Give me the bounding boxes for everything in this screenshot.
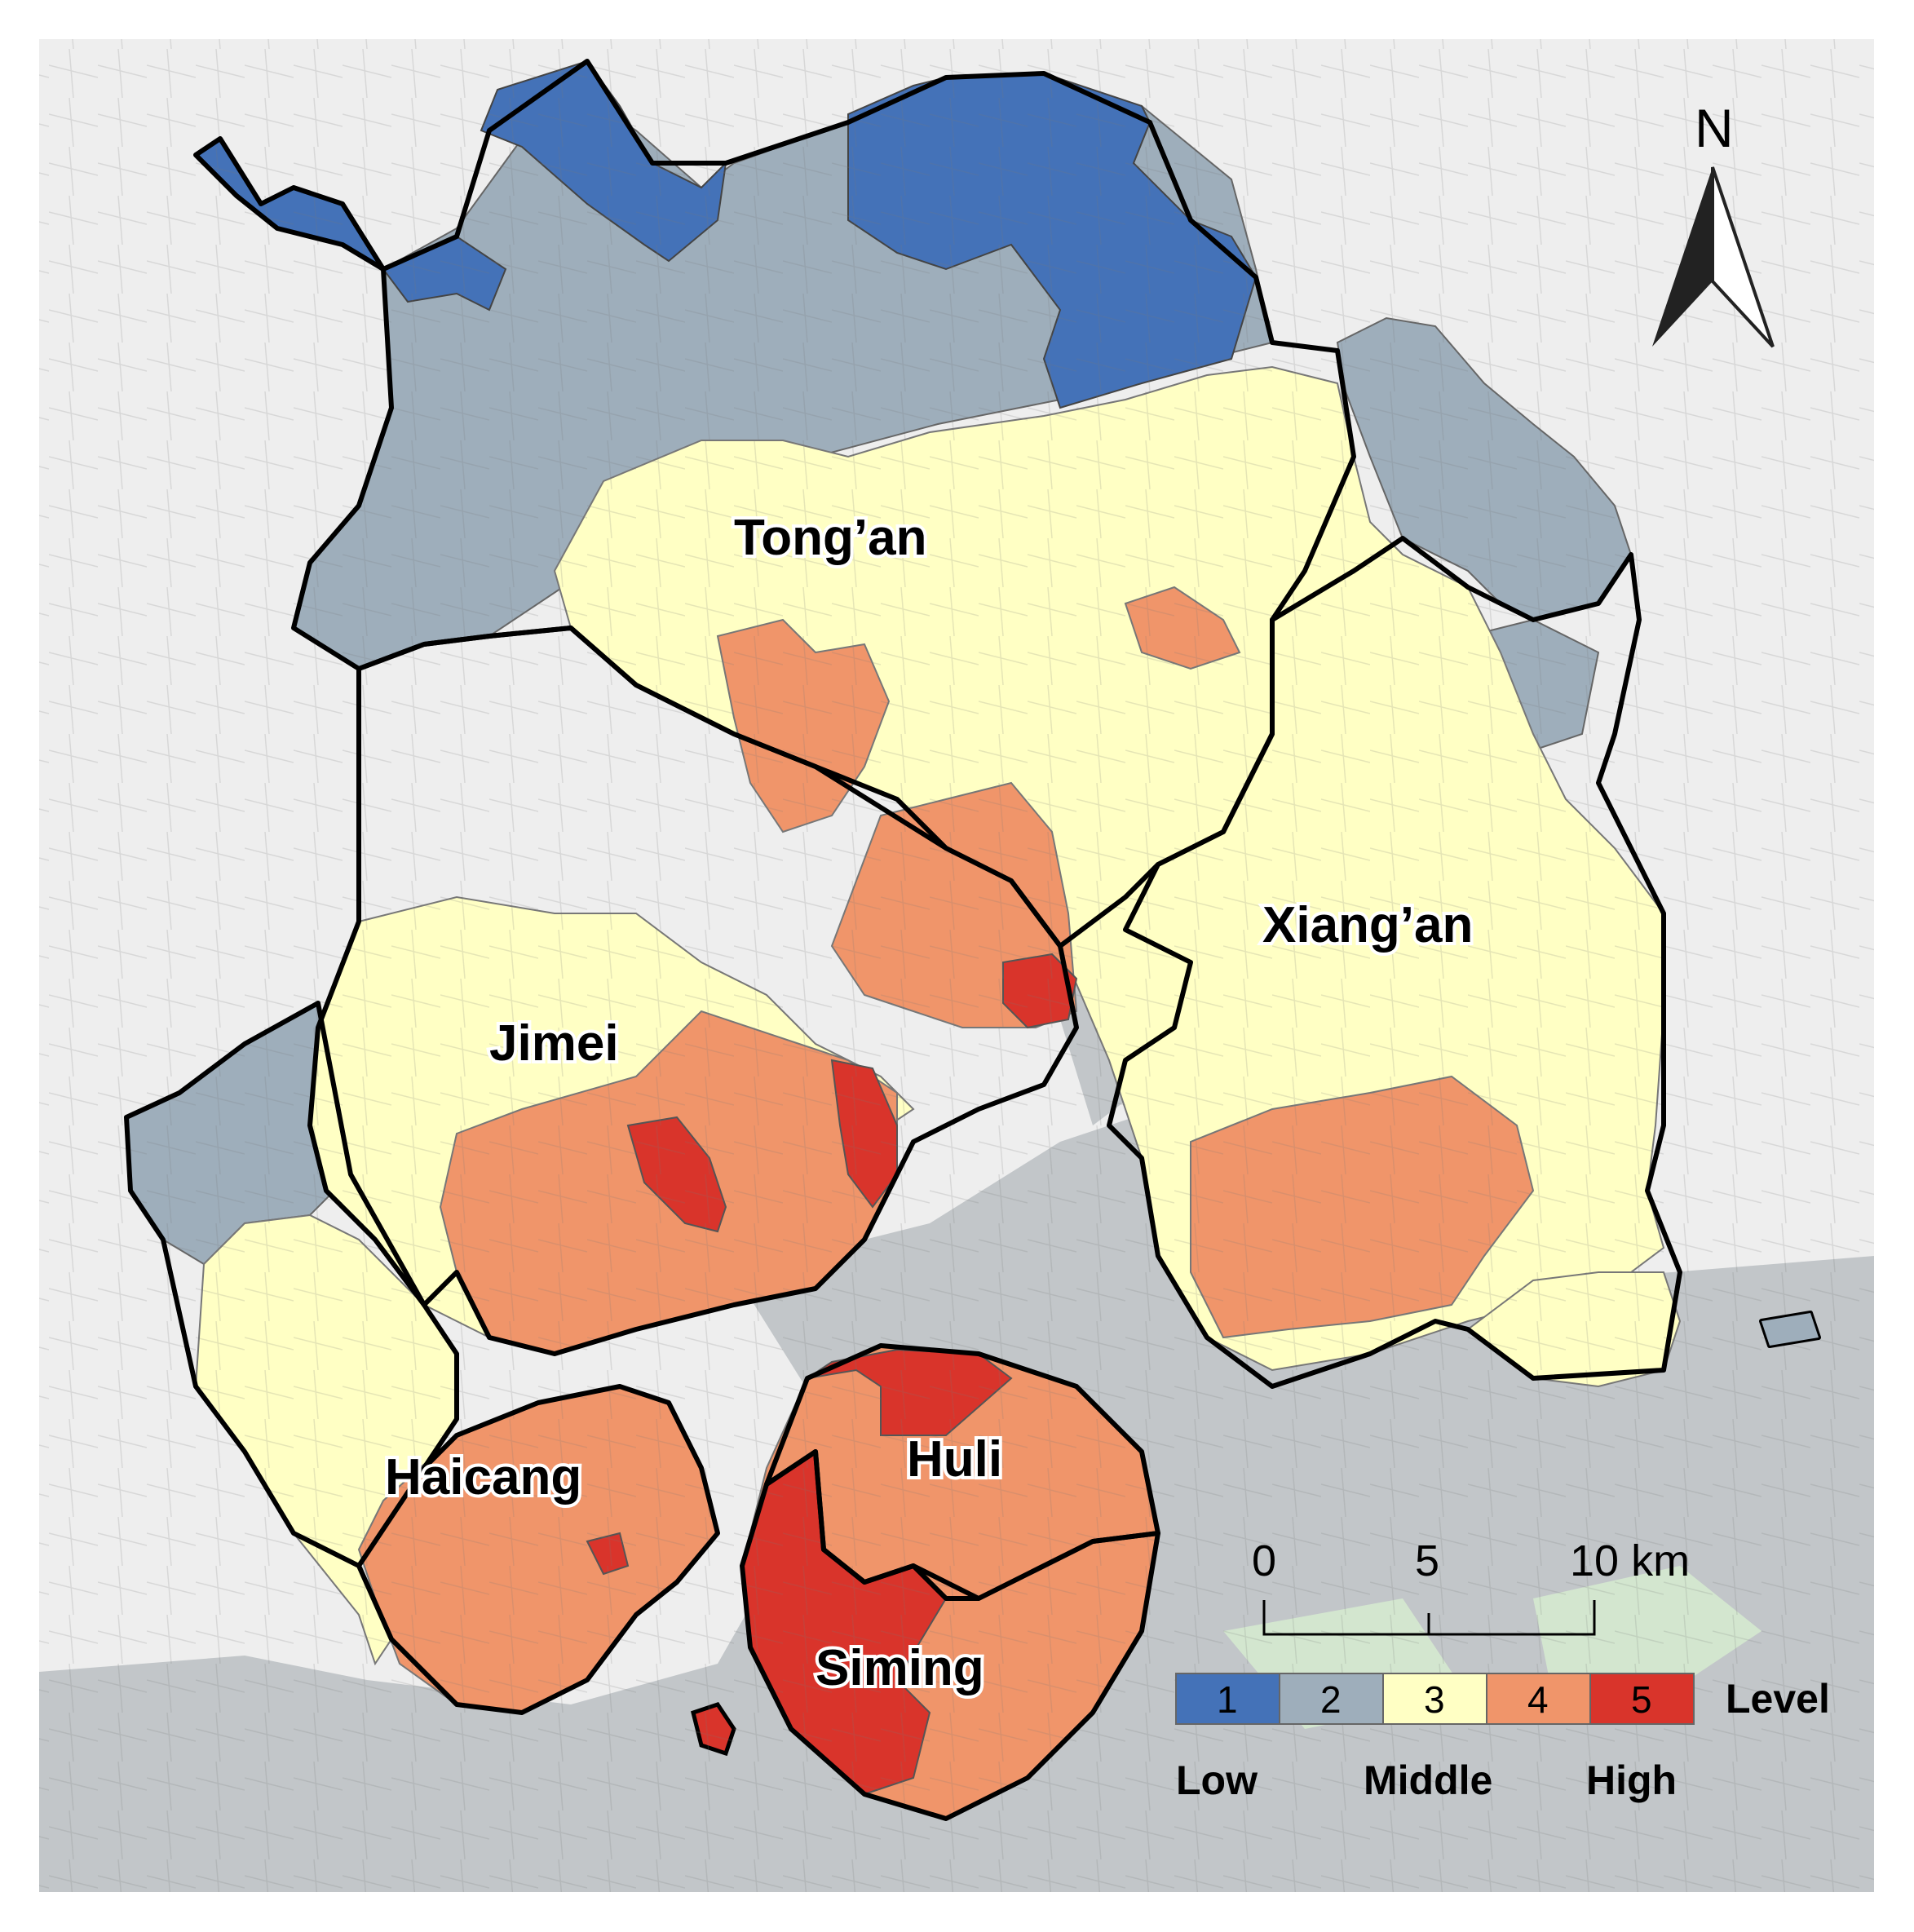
legend-low: Low	[1176, 1757, 1258, 1803]
label-siming: Siming	[816, 1640, 984, 1696]
legend-title: Level	[1726, 1676, 1830, 1722]
islet-east-fill	[1761, 1313, 1819, 1346]
label-xiangan: Xiang’an	[1262, 897, 1473, 953]
label-haicang: Haicang	[385, 1449, 581, 1505]
legend-swatch-1	[1175, 1673, 1280, 1725]
haicang-boundary	[124, 1001, 720, 1715]
label-huli: Huli	[907, 1431, 1002, 1488]
legend-value-4: 4	[1527, 1678, 1549, 1721]
tract-texture	[39, 39, 1874, 1892]
tongan-boundary	[193, 59, 1356, 948]
legend-value-1: 1	[1217, 1678, 1238, 1721]
scale-label-10: 10 km	[1570, 1536, 1690, 1585]
legend-swatch-2	[1279, 1673, 1384, 1725]
jimei-boundary	[307, 626, 1079, 1356]
district-boundaries	[124, 59, 1821, 1821]
district-labels: Tong’an Xiang’an Jimei Haicang Huli Simi…	[382, 506, 1476, 1700]
scale-label-5: 5	[1415, 1536, 1439, 1585]
north-arrow-letter: N	[1695, 98, 1734, 158]
legend-swatch-4	[1486, 1673, 1591, 1725]
north-arrow-icon: N	[1652, 98, 1775, 348]
label-tongan: Tong’an	[734, 510, 926, 566]
scale-label-0: 0	[1252, 1536, 1276, 1585]
xiangan-boundary	[1107, 536, 1682, 1389]
legend: 1 2 3 4 5 Level Low Middle High	[1175, 1673, 1830, 1803]
legend-swatch-5	[1589, 1673, 1695, 1725]
legend-middle: Middle	[1364, 1757, 1492, 1803]
legend-value-3: 3	[1424, 1678, 1445, 1721]
siming-boundary	[740, 1449, 1160, 1821]
legend-value-2: 2	[1320, 1678, 1342, 1721]
scale-bar: 0 5 10 km	[1252, 1536, 1690, 1636]
legend-high: High	[1586, 1757, 1677, 1803]
label-jimei: Jimei	[489, 1015, 619, 1072]
legend-value-5: 5	[1631, 1678, 1652, 1721]
